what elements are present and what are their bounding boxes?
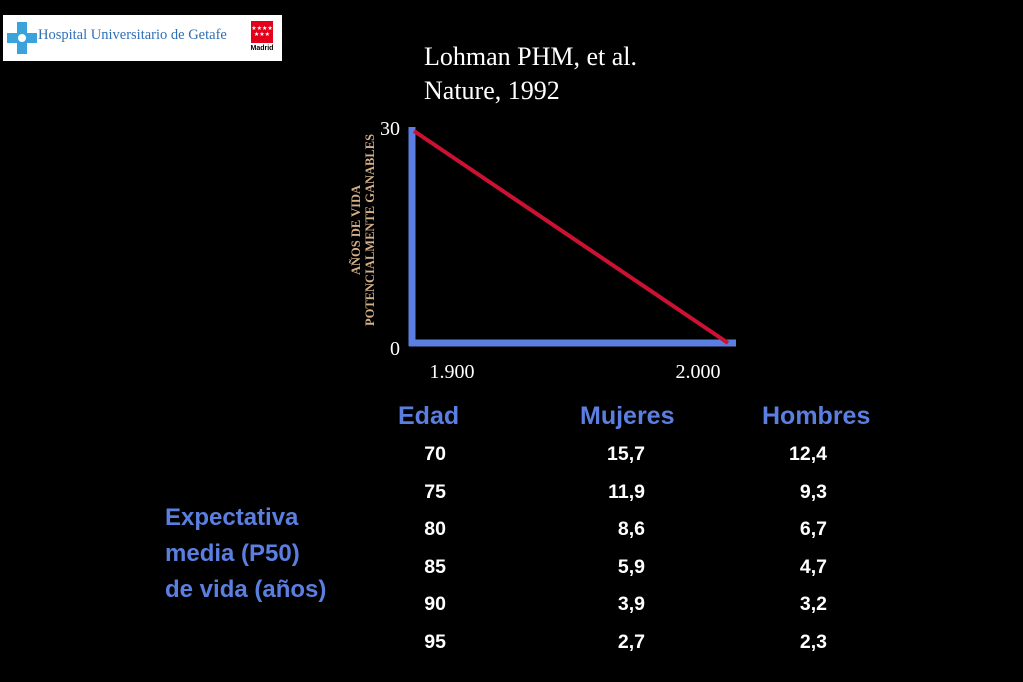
side-label-line3: de vida (años) bbox=[165, 576, 327, 603]
table-cell: 80 bbox=[424, 518, 446, 541]
side-label-line1: Expectativa bbox=[165, 504, 299, 531]
y-axis-title-line1: AÑOS DE VIDA bbox=[349, 185, 363, 275]
col-header-edad: Edad bbox=[398, 402, 460, 430]
table-cell: 4,7 bbox=[799, 555, 827, 578]
table-cell: 90 bbox=[424, 593, 446, 616]
side-label-line2: media (P50) bbox=[165, 540, 300, 567]
y-tick-label: 30 bbox=[380, 118, 400, 140]
table-cell: 3,2 bbox=[799, 593, 827, 616]
table-cell: 6,7 bbox=[799, 518, 827, 541]
y-axis-title-group: AÑOS DE VIDA POTENCIALMENTE GANABLES bbox=[349, 134, 377, 326]
table-cell: 15,7 bbox=[607, 443, 645, 465]
series-line-0 bbox=[412, 129, 730, 345]
table-cell: 8,6 bbox=[617, 518, 645, 541]
table-cell: 2,7 bbox=[617, 631, 645, 653]
y-axis-title: AÑOS DE VIDA POTENCIALMENTE GANABLES bbox=[349, 134, 377, 326]
table-cell: 9,3 bbox=[799, 480, 827, 503]
col-header-hombres: Hombres bbox=[762, 402, 871, 430]
side-label: Expectativa media (P50) de vida (años) bbox=[165, 500, 326, 608]
col-header-mujeres: Mujeres bbox=[580, 402, 675, 430]
madrid-flag-icon: ★★★★ ★★★ bbox=[251, 21, 273, 43]
x-tick-label: 1.900 bbox=[430, 361, 475, 383]
table-cell: 95 bbox=[424, 631, 446, 653]
hospital-cross-icon bbox=[7, 22, 37, 54]
hospital-name: Hospital Universitario de Getafe bbox=[38, 27, 227, 43]
table-cell: 3,9 bbox=[617, 593, 645, 616]
madrid-label: Madrid bbox=[250, 45, 274, 52]
citation: Lohman PHM, et al. Nature, 1992 bbox=[424, 40, 637, 108]
y-tick-label: 0 bbox=[390, 338, 400, 360]
citation-journal: Nature, 1992 bbox=[424, 76, 560, 105]
table-cell: 2,3 bbox=[799, 631, 827, 653]
table-cell: 70 bbox=[424, 443, 446, 465]
table-cell: 85 bbox=[424, 555, 446, 578]
line-chart: AÑOS DE VIDA POTENCIALMENTE GANABLES 0 30 1… bbox=[349, 118, 736, 383]
citation-authors: Lohman PHM, et al. bbox=[424, 42, 638, 71]
table-cell: 12,4 bbox=[789, 443, 827, 465]
x-tick-label: 2.000 bbox=[676, 361, 721, 383]
y-axis-title-line2: POTENCIALMENTE GANABLES bbox=[363, 134, 377, 326]
hospital-logo: Hospital Universitario de Getafe ★★★★ ★★★… bbox=[3, 15, 282, 61]
table-cell: 75 bbox=[424, 480, 446, 503]
table-cell: 11,9 bbox=[608, 480, 645, 503]
table-cell: 5,9 bbox=[617, 555, 645, 578]
